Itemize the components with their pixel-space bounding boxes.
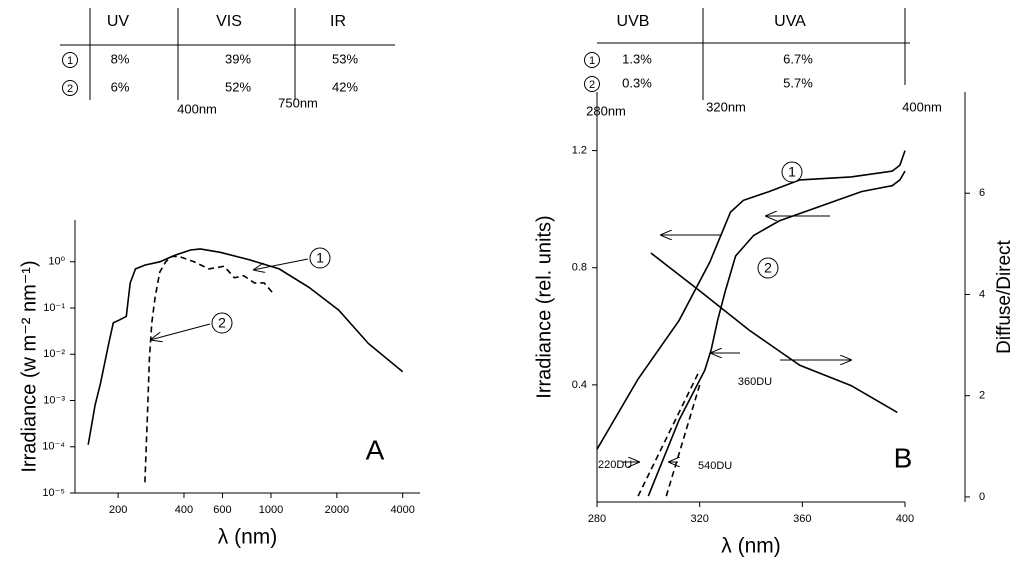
row-marker-label: 1 [589, 55, 595, 67]
table-header: UVA [774, 13, 806, 30]
x-tick-label: 200 [109, 504, 127, 516]
y-tick-label: 10⁻¹ [43, 302, 65, 314]
y2-tick-label: 0 [979, 491, 985, 503]
y-axis-title: Irradiance (w m⁻² nm⁻¹) [18, 260, 40, 472]
series-line [144, 255, 275, 483]
y-tick-label: 10⁰ [48, 256, 65, 268]
annotation: 360DU [738, 376, 772, 388]
x-axis-title: λ (nm) [218, 526, 278, 549]
row-marker [62, 80, 78, 96]
panel-label: B [894, 442, 913, 473]
boundary-label: 400nm [902, 99, 942, 114]
boundary-label: 320nm [706, 99, 746, 114]
x-axis-title: λ (nm) [721, 535, 781, 558]
row-marker [62, 52, 78, 68]
row-marker-label: 1 [67, 55, 73, 67]
curve-label: 220DU [598, 459, 632, 471]
x-tick-label: 4000 [390, 504, 414, 516]
boundary-label: 280nm [586, 103, 626, 118]
x-tick-label: 280 [588, 513, 606, 525]
table-header: UVB [617, 13, 650, 30]
series-line [596, 150, 906, 450]
table-lines [60, 8, 910, 100]
y-tick-label: 10⁻³ [43, 394, 65, 406]
table-header: UV [107, 13, 130, 30]
x-tick-label: 360 [793, 513, 811, 525]
y2-tick-label: 4 [979, 288, 985, 300]
curve-label: 2 [218, 315, 226, 331]
y-tick-label: 1.2 [572, 144, 587, 156]
curve-marker [757, 257, 779, 279]
boundary-label: 400nm [177, 101, 217, 116]
table-cell: 6.7% [783, 51, 813, 66]
row-marker [584, 76, 600, 92]
table-cell: 42% [332, 79, 358, 94]
x-tick-label: 600 [213, 504, 231, 516]
arrows [150, 216, 852, 462]
row-marker [584, 52, 600, 68]
boundary-label: 750nm [278, 95, 318, 110]
y-tick-label: 0.4 [572, 379, 587, 391]
panel-label: A [366, 434, 385, 465]
table-cell: 6% [111, 79, 130, 94]
y-axis-title: Irradiance (rel. units) [533, 215, 555, 398]
x-tick-label: 320 [690, 513, 708, 525]
table-cell: 1.3% [622, 51, 652, 66]
y2-tick-label: 6 [979, 187, 985, 199]
curve-label: 1 [316, 250, 324, 266]
table-cell: 0.3% [622, 75, 652, 90]
x-tick-label: 400 [896, 513, 914, 525]
table-cell: 39% [225, 51, 251, 66]
table-cell: 53% [332, 51, 358, 66]
series-line [650, 252, 898, 414]
table-cell: 52% [225, 79, 251, 94]
x-tick-label: 2000 [325, 504, 349, 516]
curve-marker [211, 312, 233, 334]
y2-tick-label: 2 [979, 390, 985, 402]
table-header: VIS [216, 13, 242, 30]
x-tick-label: 400 [175, 504, 193, 516]
series-line [637, 369, 701, 497]
y2-axis-title: Diffuse/Direct [994, 239, 1015, 353]
row-marker-label: 2 [589, 79, 595, 91]
curve-label: 1 [788, 164, 796, 180]
y-tick-label: 10⁻⁵ [42, 487, 65, 499]
series-line [87, 248, 404, 445]
y-tick-label: 10⁻² [43, 348, 65, 360]
curve-label: 2 [764, 260, 772, 276]
curve-marker [309, 247, 331, 269]
table-cell: 5.7% [783, 75, 813, 90]
table-header: IR [330, 13, 346, 30]
table-cell: 8% [111, 51, 130, 66]
y-tick-label: 0.8 [572, 262, 587, 274]
curve-label: 540DU [698, 460, 732, 472]
row-marker-label: 2 [67, 83, 73, 95]
x-tick-label: 1000 [259, 504, 283, 516]
y-tick-label: 10⁻⁴ [42, 441, 65, 453]
series-line [647, 170, 906, 497]
curve-marker [781, 161, 803, 183]
